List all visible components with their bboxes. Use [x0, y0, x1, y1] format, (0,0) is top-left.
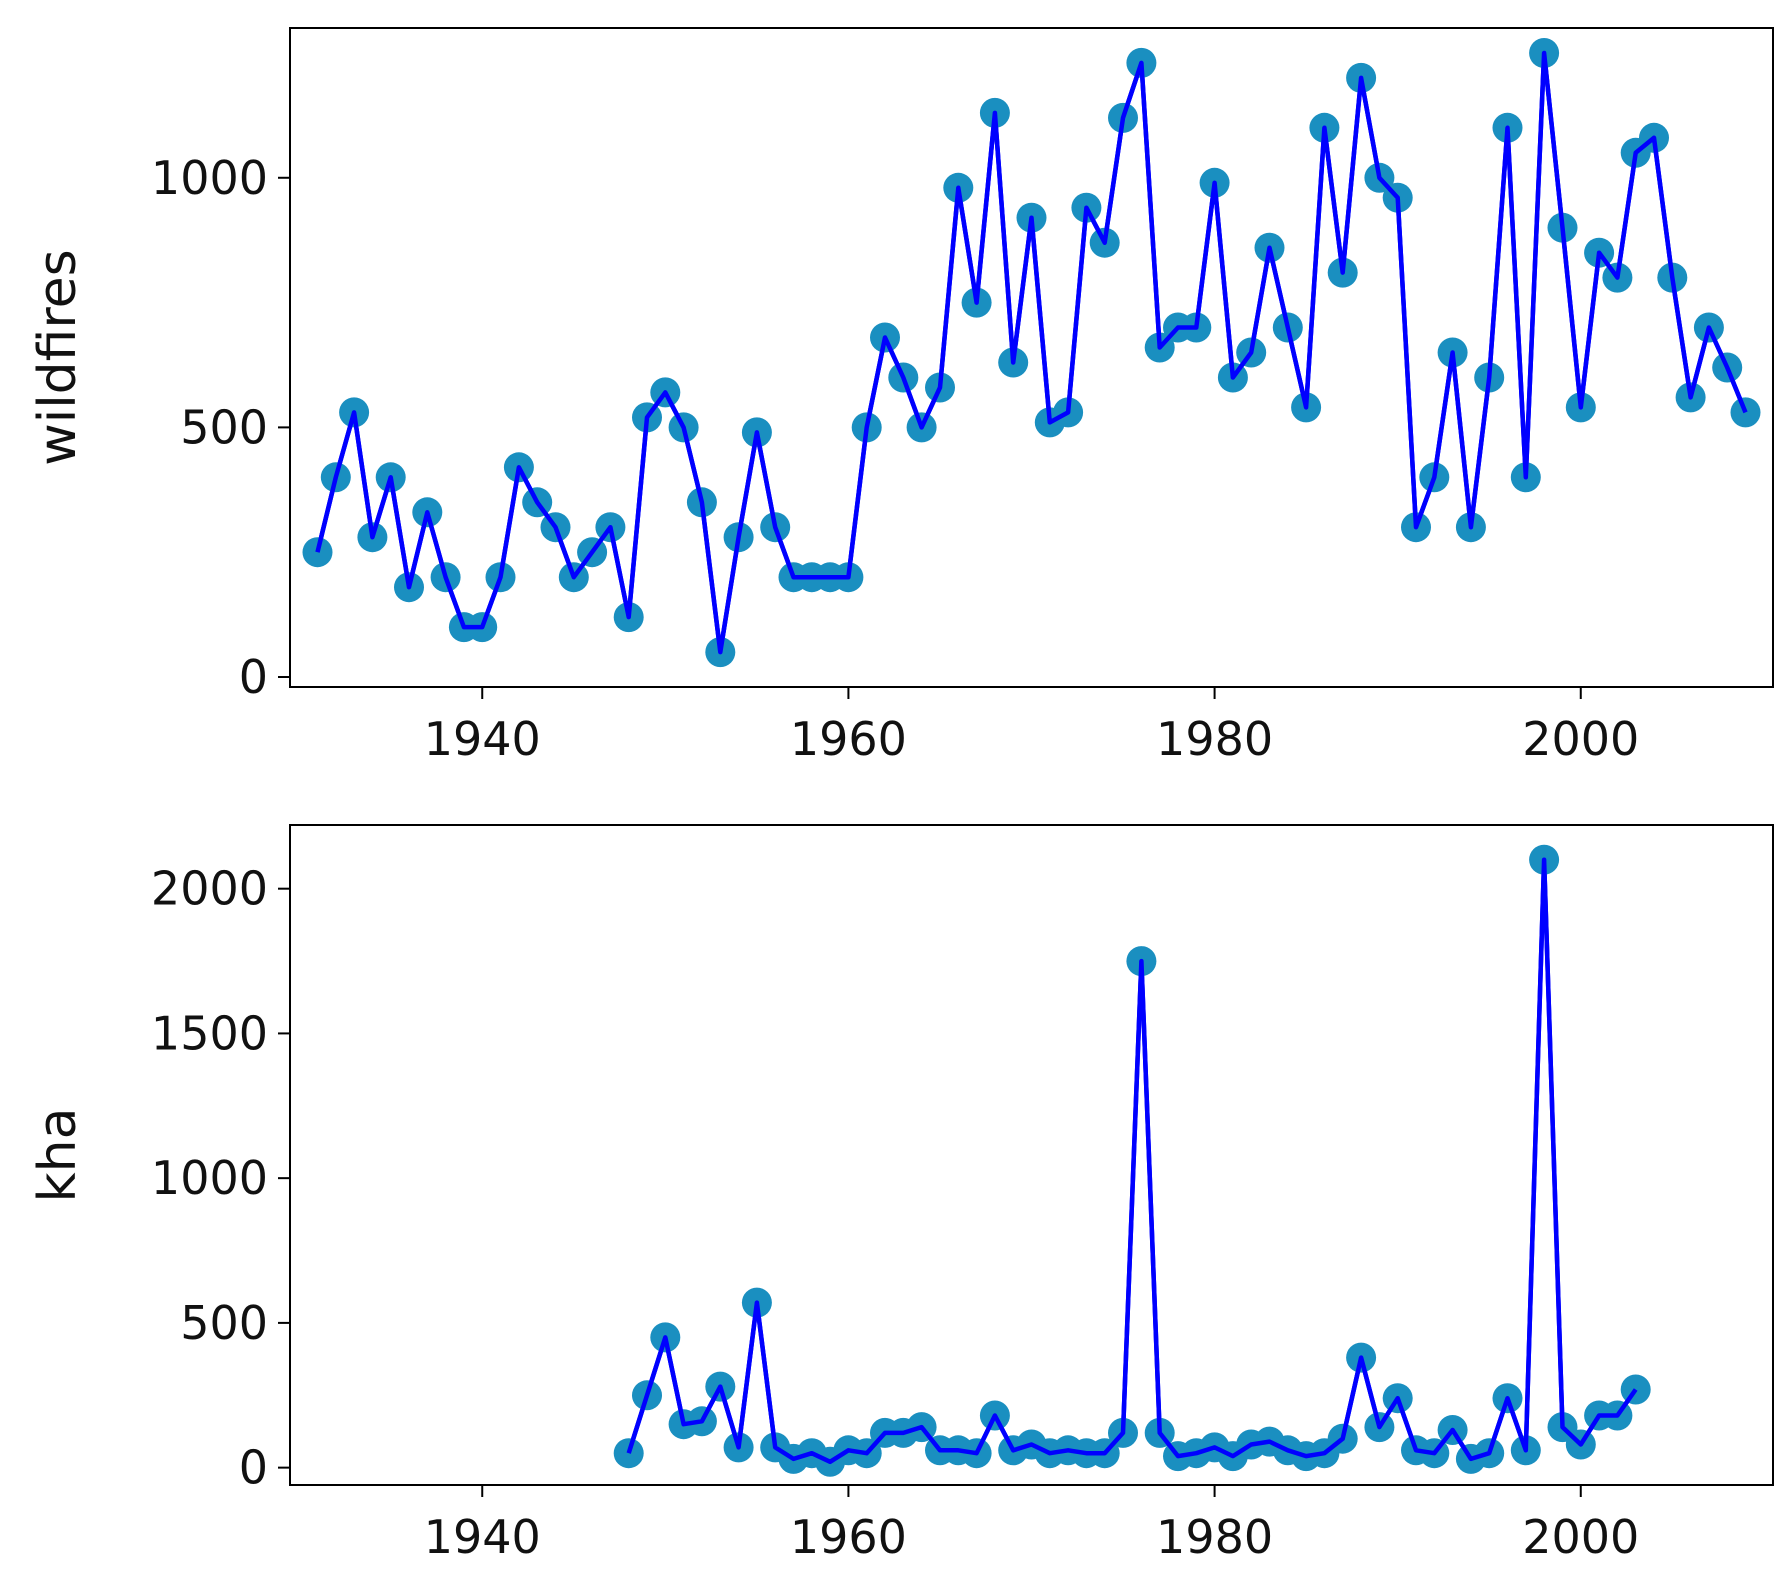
x-tick-label: 2000	[1522, 1510, 1639, 1564]
y-tick-label: 500	[180, 400, 268, 454]
y-axis-label: wildfires	[28, 249, 88, 466]
x-tick-label: 2000	[1522, 712, 1639, 766]
wildfires-count-chart: 1940 1960 1980 2000 0 500 1000 wildfires	[28, 27, 1774, 766]
x-tick-label: 1960	[790, 712, 907, 766]
axes-frame	[289, 27, 1774, 688]
x-tick-label: 1940	[424, 1510, 541, 1564]
y-tick-label: 1000	[151, 151, 268, 205]
x-tick-label: 1980	[1156, 712, 1273, 766]
y-tick-label: 2000	[151, 862, 268, 916]
y-axis-label: kha	[28, 1108, 88, 1203]
x-tick-label: 1940	[424, 712, 541, 766]
series-line-overlay	[626, 857, 1638, 1465]
y-tick-label: 1500	[151, 1006, 268, 1060]
y-tick-label: 500	[180, 1296, 268, 1350]
burned-area-chart: 1940 1960 1980 2000 0 500 1000 1500 2000 kha	[28, 824, 1774, 1564]
axes-frame	[289, 824, 1774, 1486]
series-line-overlay	[315, 50, 1748, 655]
x-tick-label: 1980	[1156, 1510, 1273, 1564]
x-tick-label: 1960	[790, 1510, 907, 1564]
y-tick-label: 0	[239, 650, 268, 704]
y-tick-label: 1000	[151, 1151, 268, 1205]
y-tick-label: 0	[239, 1441, 268, 1495]
